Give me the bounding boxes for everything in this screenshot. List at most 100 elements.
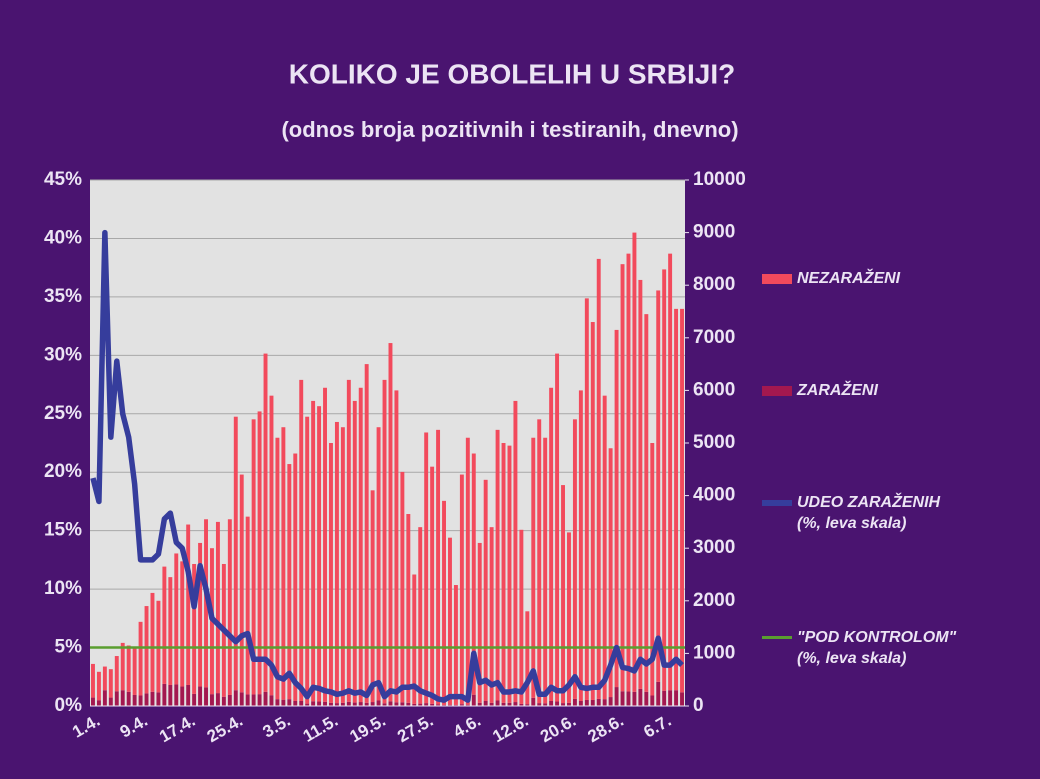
bar	[578, 390, 583, 702]
bar	[507, 702, 512, 706]
x-tick-label: 11.5.	[300, 711, 341, 746]
bar	[364, 364, 369, 703]
legend-label: NEZARAŽENI	[797, 270, 901, 287]
bar	[96, 671, 101, 701]
bar	[495, 429, 500, 701]
x-tick-label: 3.5.	[260, 711, 294, 742]
y-tick-label: 5%	[55, 637, 83, 658]
bar	[275, 437, 280, 700]
bar	[168, 577, 173, 685]
bar	[424, 432, 429, 704]
bar	[626, 253, 631, 692]
bar	[584, 298, 589, 700]
bar	[323, 701, 327, 706]
y2-tick-label: 4000	[693, 485, 735, 506]
bar	[388, 701, 393, 706]
bar	[543, 437, 548, 704]
bar	[537, 419, 542, 704]
bar	[299, 379, 304, 702]
bar	[453, 704, 458, 706]
bar	[311, 400, 316, 702]
bar	[596, 698, 601, 706]
x-tick-label: 27.5.	[394, 711, 436, 746]
bar	[620, 691, 625, 706]
bar	[186, 524, 191, 685]
bar	[590, 322, 595, 700]
y2-tick-label: 10000	[693, 169, 746, 190]
bar	[293, 701, 298, 706]
bar	[602, 699, 607, 706]
bar	[239, 474, 244, 693]
y-tick-label: 35%	[44, 286, 82, 307]
bar	[495, 700, 500, 706]
bar	[144, 606, 149, 694]
bar	[198, 542, 203, 687]
bar	[376, 700, 381, 706]
bar	[138, 621, 143, 696]
bar	[662, 690, 667, 706]
bar	[227, 519, 232, 695]
bar	[572, 698, 577, 706]
bar	[227, 694, 232, 706]
bar	[418, 527, 423, 704]
plot-area	[90, 180, 685, 706]
bar	[638, 688, 643, 706]
bar	[436, 429, 441, 705]
y2-tick-label: 0	[693, 695, 704, 716]
bar	[632, 232, 637, 692]
bar	[269, 395, 274, 696]
bar	[221, 696, 226, 706]
bar	[662, 269, 667, 691]
bar	[650, 695, 655, 706]
bar	[590, 699, 595, 706]
bar	[156, 692, 161, 706]
bar	[281, 699, 286, 706]
bar	[329, 443, 333, 703]
bar	[400, 471, 405, 703]
bar	[162, 683, 167, 706]
bar	[340, 427, 345, 703]
bar	[608, 448, 613, 698]
bar	[608, 697, 613, 706]
bar	[471, 453, 476, 695]
bar	[626, 691, 631, 706]
legend-swatch	[762, 636, 792, 639]
bar	[525, 611, 530, 705]
bar	[239, 692, 244, 706]
legend-swatch	[762, 500, 792, 506]
bar	[180, 561, 185, 687]
bar	[281, 427, 286, 700]
bar	[394, 702, 399, 706]
bar	[233, 416, 238, 691]
bar	[584, 699, 589, 706]
bar	[352, 400, 357, 703]
bar	[424, 703, 429, 706]
bar	[632, 691, 637, 706]
bar	[174, 553, 179, 685]
bar	[442, 500, 446, 705]
bar	[448, 704, 452, 706]
bar	[382, 703, 387, 706]
bar	[543, 703, 548, 706]
bar	[91, 697, 95, 706]
bar	[108, 669, 113, 698]
legend-label: UDEO ZARAŽENIH (%, leva skala)	[797, 494, 941, 532]
bar	[317, 406, 322, 702]
bar	[323, 387, 327, 702]
bar	[370, 702, 375, 706]
legend-swatch	[762, 274, 792, 284]
bar	[501, 443, 506, 703]
bar	[126, 645, 131, 692]
bar	[596, 258, 601, 699]
bar	[602, 395, 607, 700]
bar	[614, 687, 619, 706]
bar	[102, 690, 107, 706]
bar	[465, 437, 470, 705]
bar	[578, 701, 583, 706]
bar	[680, 308, 684, 693]
bar	[305, 416, 310, 704]
bar	[668, 253, 673, 691]
bar	[215, 521, 220, 694]
bar	[293, 453, 298, 702]
bar	[132, 648, 137, 695]
